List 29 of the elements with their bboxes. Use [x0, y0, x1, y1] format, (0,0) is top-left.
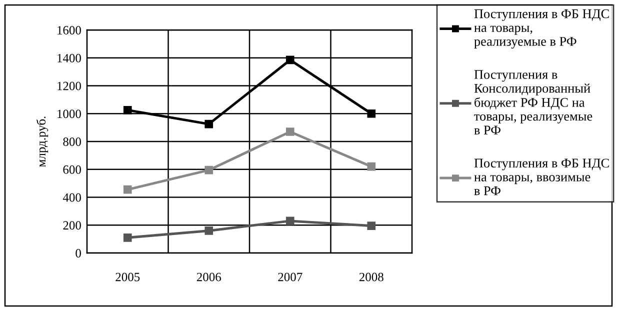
point	[123, 234, 132, 242]
y-tick-label: 800	[63, 138, 81, 146]
y-axis-title: млрд.руб.	[36, 116, 48, 167]
point	[123, 185, 132, 194]
point	[286, 128, 294, 136]
y-tick-label: 200	[63, 221, 81, 230]
point	[367, 109, 376, 118]
point	[204, 226, 214, 235]
y-tick-label: 0	[76, 249, 81, 258]
legend-label: Поступления в Консолидированный бюджет РФ НДС на товары, реализуемые в РФ	[474, 70, 592, 134]
point	[286, 56, 294, 64]
legend-label: Поступления в ФБ НДС на товары, ввозимые в РФ	[474, 158, 609, 196]
x-tick-label: 2008	[359, 272, 384, 282]
x-tick-label: 2006	[196, 272, 221, 282]
y-tick-label: 1200	[58, 82, 81, 90]
y-tick-label: 1600	[58, 26, 81, 34]
y-tick-label: 1400	[58, 54, 81, 62]
y-tick-label: 1000	[58, 110, 81, 118]
point	[204, 166, 214, 174]
point	[123, 106, 132, 114]
legend-label: Поступления в ФБ НДС на товары, реализуемые в РФ	[474, 9, 609, 49]
x-tick-label: 2007	[278, 272, 302, 282]
point	[367, 222, 376, 230]
y-tick-label: 400	[62, 193, 81, 202]
x-tick-label: 2005	[116, 272, 140, 282]
y-tick-label: 600	[63, 165, 81, 174]
point	[367, 162, 376, 171]
point	[204, 120, 214, 128]
point	[286, 216, 294, 226]
